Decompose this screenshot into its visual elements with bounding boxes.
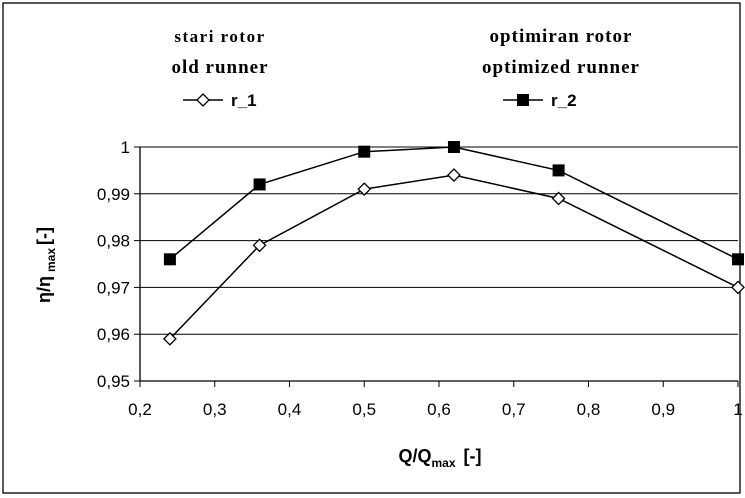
series-1-point	[357, 182, 372, 197]
y-tick-label: 0,96	[97, 325, 130, 344]
y-axis-title: η/η max [-]	[34, 227, 58, 303]
x-tick-label: 0,5	[352, 400, 376, 419]
plot-series	[162, 141, 745, 346]
y-tick-label: 0,99	[97, 185, 130, 204]
y-tick-label: 0,98	[97, 232, 130, 251]
x-axis-title-sub: max	[432, 456, 456, 470]
series-1-point	[731, 280, 745, 295]
legend-2-caption-english: optimized runner	[482, 57, 640, 78]
series-1-point	[162, 331, 177, 346]
x-tick-label: 0,2	[128, 400, 152, 419]
legend-1-caption-english: old runner	[171, 57, 268, 78]
x-tick-label: 0,3	[203, 400, 227, 419]
legend-1-marker	[196, 93, 210, 107]
legend-2-label: r_2	[551, 91, 577, 110]
x-tick-label: 1	[733, 400, 742, 419]
x-tick-label: 0,7	[502, 400, 526, 419]
x-tick-label: 0,9	[651, 400, 675, 419]
y-axis-title-suffix: [-]	[34, 227, 54, 245]
series-2-point	[253, 178, 266, 191]
series-2-point	[447, 141, 460, 153]
chart-frame	[2, 2, 741, 494]
series-2-point	[163, 253, 176, 266]
x-tick-label: 0,4	[278, 400, 302, 419]
plot-ticks: 0,95 0,96 0,97 0,98 0,99 1 0,2 0,3 0,4 0,5 0,6 0,7 0…	[97, 138, 743, 419]
y-axis-title-sub: max	[44, 248, 58, 272]
y-tick-label: 0,97	[97, 278, 130, 297]
y-axis-title-main: η/η	[34, 276, 54, 303]
series-2-point	[358, 145, 371, 158]
series-1-line	[169, 174, 739, 340]
legend-2-entry: r_2	[503, 91, 577, 110]
series-1-point	[551, 191, 566, 206]
y-tick-label: 1	[121, 138, 130, 157]
x-axis-title-suffix: [-]	[464, 446, 482, 466]
series-1-point	[447, 168, 461, 182]
legend-1-label: r_1	[231, 91, 257, 110]
legend-1-entry: r_1	[183, 91, 257, 110]
x-tick-label: 0,8	[577, 400, 601, 419]
legend-2-marker	[517, 94, 529, 106]
x-axis-title: Q/Qmax [-]	[398, 446, 481, 470]
x-tick-label: 0,6	[427, 400, 451, 419]
x-axis-title-main: Q/Q	[398, 446, 431, 466]
plot-grid	[140, 146, 738, 335]
series-1-point	[252, 238, 267, 253]
series-2-line	[169, 146, 739, 260]
legend-1-caption-native: stari rotor	[174, 27, 265, 46]
y-tick-label: 0,95	[97, 372, 130, 391]
legend-2-caption-native: optimiran rotor	[490, 26, 633, 47]
series-2-point	[732, 253, 744, 266]
series-2-point	[552, 164, 565, 177]
